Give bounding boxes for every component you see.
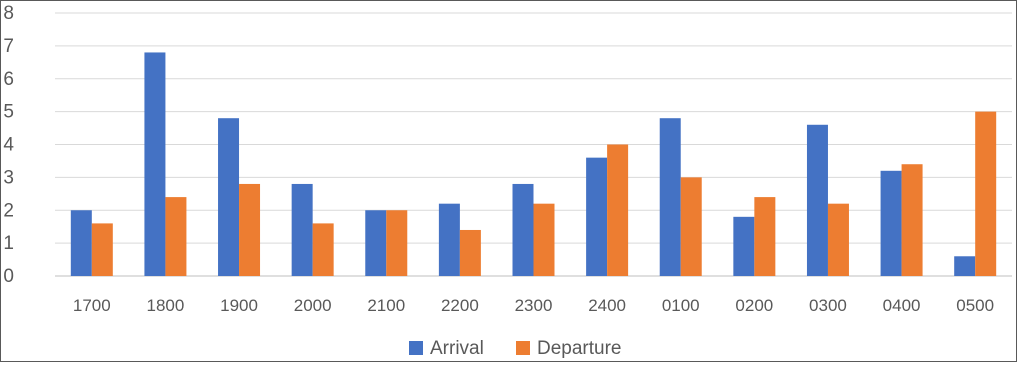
bar-arrival-2300: [512, 183, 534, 276]
x-tick-label: 2300: [515, 296, 553, 315]
x-tick-label: 0100: [662, 296, 700, 315]
y-axis-ticks: 0 1 2 3 4 5 6 7 8: [3, 3, 14, 287]
gridlines: [55, 12, 1012, 277]
legend-label-departure: Departure: [537, 338, 622, 359]
y-tick-label: 8: [3, 3, 14, 24]
bar-arrival-0400: [880, 170, 902, 276]
bar-arrival-2100: [365, 210, 387, 276]
bar-arrival-2200: [438, 203, 460, 276]
y-tick-label: 2: [3, 200, 14, 221]
bar-departure-0500: [975, 111, 997, 276]
x-tick-label: 2200: [441, 296, 479, 315]
bar-departure-0200: [754, 197, 776, 276]
bar-arrival-0300: [806, 124, 828, 277]
y-tick-label: 1: [3, 233, 14, 254]
bar-departure-1800: [165, 197, 187, 276]
x-tick-label: 0500: [956, 296, 994, 315]
bar-departure-1700: [91, 223, 113, 276]
y-tick-label: 4: [3, 135, 14, 156]
bar-arrival-1700: [70, 210, 92, 276]
x-tick-label: 0400: [883, 296, 921, 315]
x-tick-label: 2400: [588, 296, 626, 315]
bar-arrival-0500: [954, 256, 976, 276]
y-tick-label: 6: [3, 69, 14, 90]
bar-arrival-2400: [586, 157, 608, 276]
bar-departure-2400: [607, 144, 629, 276]
x-axis-ticks: 1700 1800 1900 2000 2100 2200 2300 2400 0100 0200…: [73, 296, 994, 315]
bar-departure-0100: [680, 177, 702, 276]
bar-arrival-0100: [659, 118, 681, 276]
x-tick-label: 1700: [73, 296, 111, 315]
legend-swatch-arrival: [409, 341, 423, 355]
bars: [70, 52, 997, 277]
bar-departure-2000: [312, 223, 334, 276]
y-tick-label: 7: [3, 36, 14, 57]
bar-departure-0300: [827, 203, 849, 276]
x-tick-label: 2000: [294, 296, 332, 315]
bar-departure-2100: [386, 210, 408, 276]
x-tick-label: 0200: [735, 296, 773, 315]
bar-departure-1900: [239, 183, 261, 276]
legend-label-arrival: Arrival: [430, 338, 484, 359]
bar-arrival-1900: [218, 118, 240, 276]
legend: Arrival Departure: [409, 338, 622, 359]
bar-arrival-1800: [144, 52, 166, 277]
bar-departure-0400: [901, 164, 923, 276]
x-tick-label: 1800: [147, 296, 185, 315]
bar-arrival-0200: [733, 216, 755, 276]
x-tick-label: 0300: [809, 296, 847, 315]
y-tick-label: 0: [3, 266, 14, 287]
bar-departure-2200: [459, 229, 481, 276]
y-tick-label: 3: [3, 167, 14, 188]
bar-arrival-2000: [291, 183, 313, 276]
bar-departure-2300: [533, 203, 555, 276]
x-tick-label: 1900: [220, 296, 258, 315]
legend-swatch-departure: [516, 341, 530, 355]
x-tick-label: 2100: [367, 296, 405, 315]
y-tick-label: 5: [3, 102, 14, 123]
